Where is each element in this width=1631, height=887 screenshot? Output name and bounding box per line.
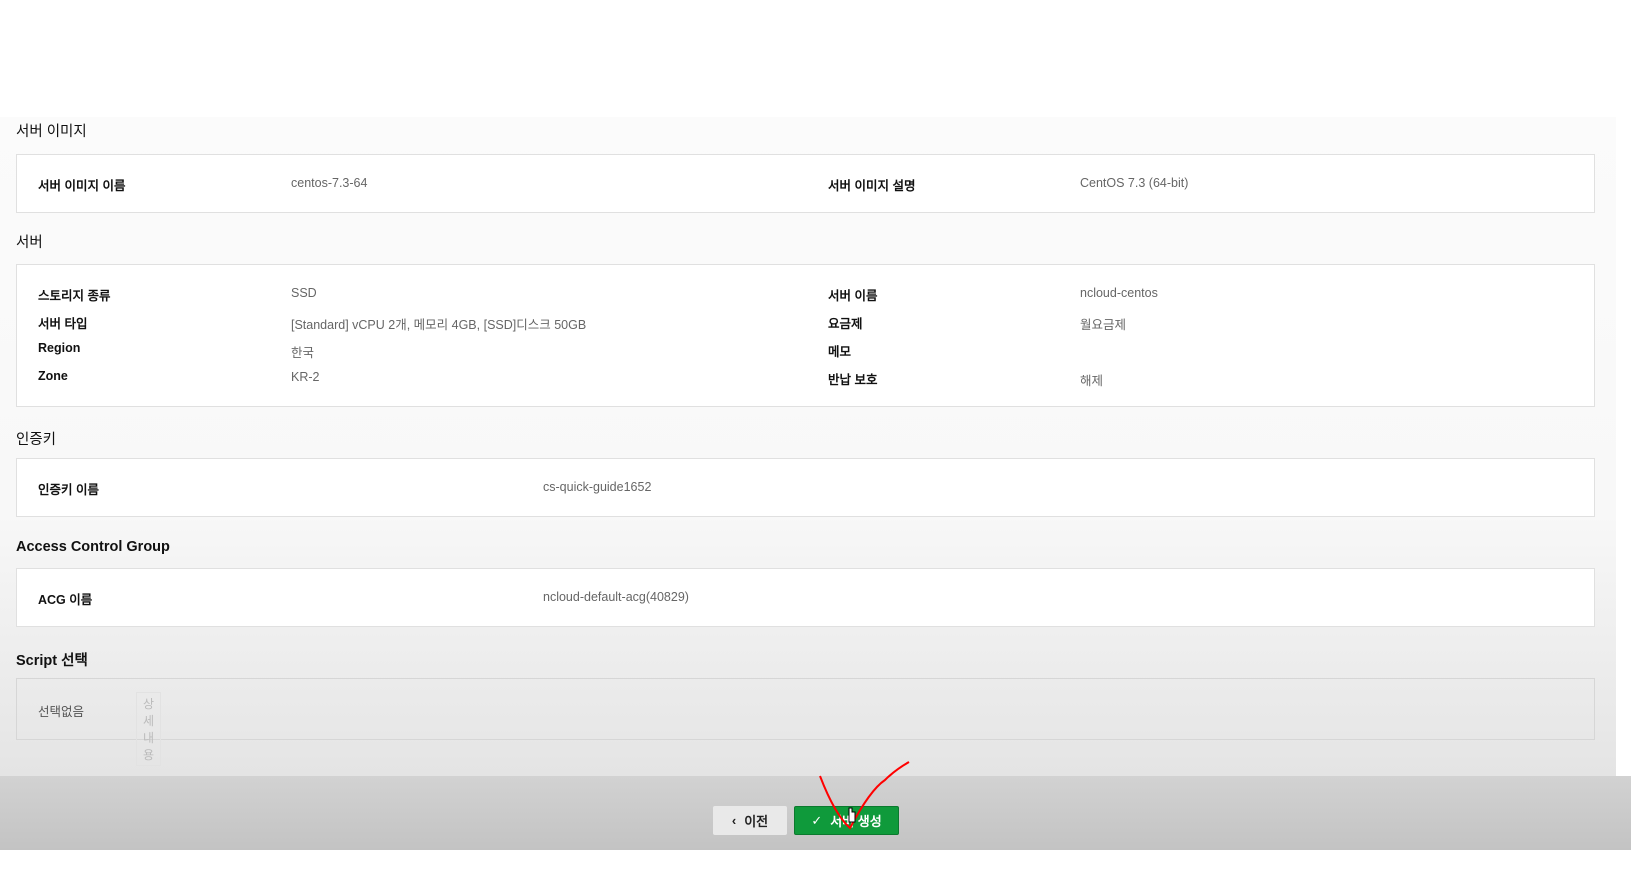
server-image-box: 서버 이미지 이름 centos-7.3-64 서버 이미지 설명 CentOS… bbox=[16, 154, 1595, 213]
red-checkmark-annotation bbox=[819, 761, 910, 830]
value: centos-7.3-64 bbox=[291, 176, 368, 190]
section-title-acg: Access Control Group bbox=[16, 539, 170, 555]
section-title-server: 서버 bbox=[16, 235, 43, 251]
label: 스토리지 종류 bbox=[38, 289, 111, 303]
cursor-hand-icon bbox=[848, 807, 856, 823]
label: 서버 이미지 이름 bbox=[38, 179, 126, 193]
detail-button[interactable]: 상세내용 bbox=[136, 692, 162, 766]
prev-button[interactable]: ‹ 이전 bbox=[713, 806, 787, 835]
create-label: 서버 생성 bbox=[830, 814, 882, 829]
value: CentOS 7.3 (64-bit) bbox=[1080, 176, 1189, 190]
section-title-authkey: 인증키 bbox=[16, 432, 57, 448]
label: 서버 타입 bbox=[38, 317, 88, 331]
acg-box: ACG 이름 ncloud-default-acg(40829) bbox=[16, 568, 1595, 627]
value: 한국 bbox=[291, 346, 315, 360]
label: 메모 bbox=[828, 345, 852, 359]
script-value: 선택없음 bbox=[38, 705, 85, 719]
value: ncloud-centos bbox=[1080, 286, 1158, 300]
section-title-script: Script 선택 bbox=[16, 653, 88, 669]
label: ACG 이름 bbox=[38, 593, 93, 607]
server-box: 스토리지 종류 SSD 서버 이름 ncloud-centos 서버 타입 [S… bbox=[16, 264, 1595, 407]
label: 반납 보호 bbox=[828, 373, 878, 387]
authkey-box: 인증키 이름 cs-quick-guide1652 bbox=[16, 458, 1595, 517]
label: Zone bbox=[38, 369, 68, 383]
label: 요금제 bbox=[828, 317, 863, 331]
check-icon: ✓ bbox=[811, 812, 823, 828]
prev-label: 이전 bbox=[744, 814, 769, 829]
create-server-button[interactable]: ✓ 서버 생성 bbox=[794, 806, 899, 835]
value: [Standard] vCPU 2개, 메모리 4GB, [SSD]디스크 50… bbox=[291, 318, 587, 332]
value: SSD bbox=[291, 286, 317, 300]
label: 서버 이름 bbox=[828, 289, 878, 303]
value: 월요금제 bbox=[1080, 318, 1127, 332]
section-title-server-image: 서버 이미지 bbox=[16, 124, 87, 140]
script-box: 선택없음 상세내용 bbox=[16, 678, 1595, 766]
label: Region bbox=[38, 341, 81, 355]
review-panel: 서버 이미지 서버 이미지 이름 centos-7.3-64 서버 이미지 설명… bbox=[0, 117, 1616, 776]
value: KR-2 bbox=[291, 370, 320, 384]
label: 인증키 이름 bbox=[38, 483, 99, 497]
value: cs-quick-guide1652 bbox=[543, 480, 652, 494]
value: 해제 bbox=[1080, 374, 1104, 388]
label: 서버 이미지 설명 bbox=[828, 179, 916, 193]
value: ncloud-default-acg(40829) bbox=[543, 590, 689, 604]
chevron-left-icon: ‹ bbox=[731, 813, 737, 828]
